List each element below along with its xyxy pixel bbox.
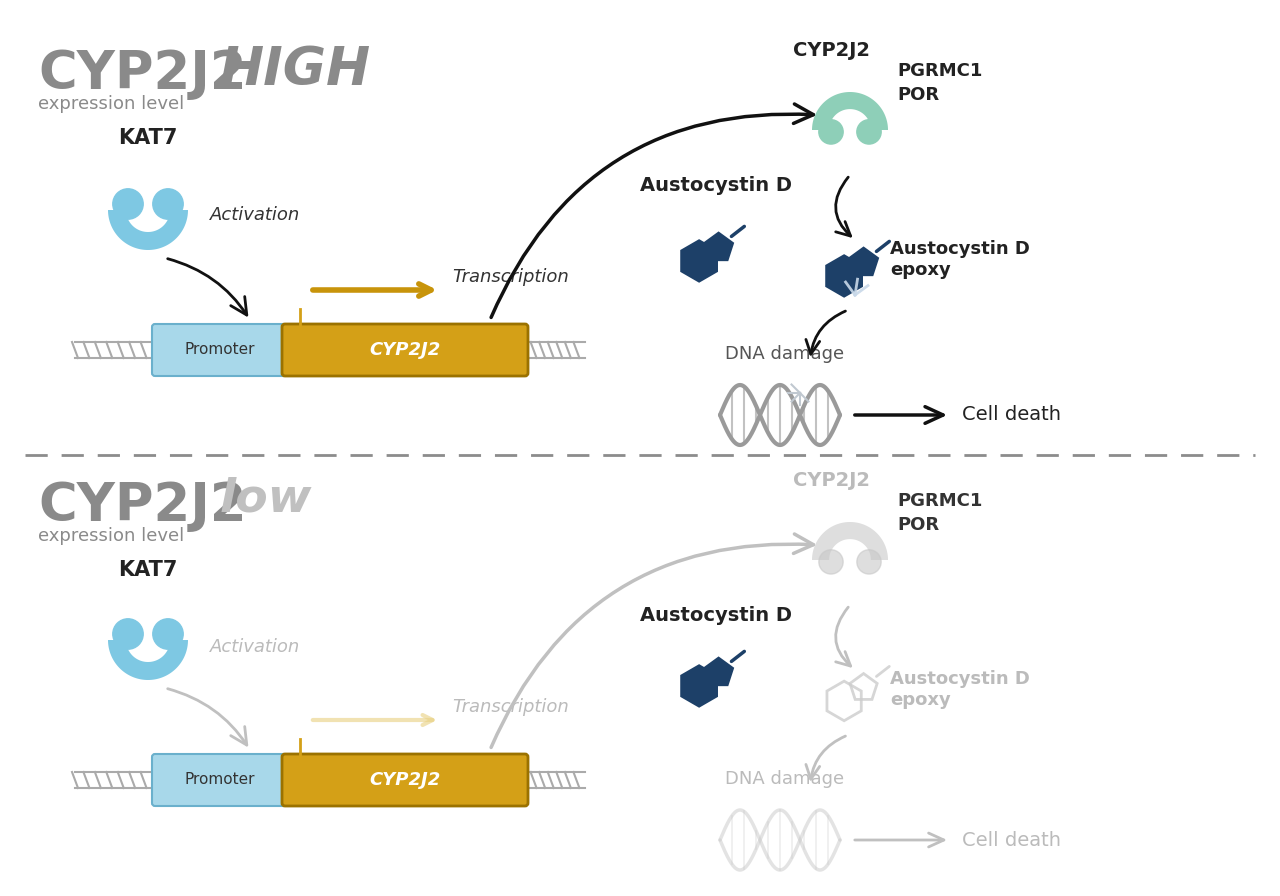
Circle shape	[113, 619, 143, 650]
Text: CYP2J2: CYP2J2	[38, 480, 247, 532]
Polygon shape	[705, 234, 732, 260]
Text: Austocystin D: Austocystin D	[640, 176, 792, 195]
Polygon shape	[850, 248, 877, 274]
Text: Austocystin D
epoxy: Austocystin D epoxy	[890, 670, 1030, 709]
Text: low: low	[220, 476, 312, 521]
Text: KAT7: KAT7	[118, 128, 178, 148]
Text: CYP2J2: CYP2J2	[370, 771, 440, 789]
Text: DNA damage: DNA damage	[726, 770, 845, 788]
Text: KAT7: KAT7	[118, 560, 178, 580]
Text: PGRMC1: PGRMC1	[897, 62, 982, 80]
Text: POR: POR	[897, 516, 940, 534]
Text: HIGH: HIGH	[220, 44, 371, 96]
Text: POR: POR	[897, 86, 940, 104]
Text: DNA damage: DNA damage	[726, 345, 845, 363]
Text: CYP2J2: CYP2J2	[38, 48, 247, 100]
Text: CYP2J2: CYP2J2	[794, 41, 870, 60]
Polygon shape	[682, 666, 717, 706]
Text: Austocystin D
epoxy: Austocystin D epoxy	[890, 240, 1030, 279]
FancyBboxPatch shape	[282, 754, 529, 806]
Polygon shape	[812, 92, 888, 130]
Polygon shape	[682, 241, 717, 280]
Text: Promoter: Promoter	[184, 342, 255, 358]
Circle shape	[152, 619, 183, 650]
Circle shape	[819, 550, 844, 574]
Polygon shape	[705, 659, 732, 685]
Polygon shape	[108, 640, 188, 680]
Circle shape	[856, 550, 881, 574]
Text: Activation: Activation	[210, 206, 301, 224]
Text: Transcription: Transcription	[452, 698, 568, 716]
Text: Cell death: Cell death	[963, 406, 1061, 425]
FancyBboxPatch shape	[152, 324, 288, 376]
Circle shape	[819, 120, 844, 144]
Text: Activation: Activation	[210, 638, 301, 656]
Polygon shape	[827, 256, 861, 296]
Polygon shape	[812, 522, 888, 560]
Polygon shape	[108, 210, 188, 250]
Circle shape	[856, 120, 881, 144]
Text: CYP2J2: CYP2J2	[794, 471, 870, 490]
Text: Cell death: Cell death	[963, 831, 1061, 849]
Text: PGRMC1: PGRMC1	[897, 492, 982, 510]
Circle shape	[152, 189, 183, 220]
Text: Transcription: Transcription	[452, 268, 568, 286]
Text: expression level: expression level	[38, 95, 184, 113]
Circle shape	[113, 189, 143, 220]
Text: Austocystin D: Austocystin D	[640, 606, 792, 625]
FancyBboxPatch shape	[282, 324, 529, 376]
FancyBboxPatch shape	[152, 754, 288, 806]
Text: Promoter: Promoter	[184, 772, 255, 788]
Text: expression level: expression level	[38, 527, 184, 545]
Text: CYP2J2: CYP2J2	[370, 341, 440, 359]
